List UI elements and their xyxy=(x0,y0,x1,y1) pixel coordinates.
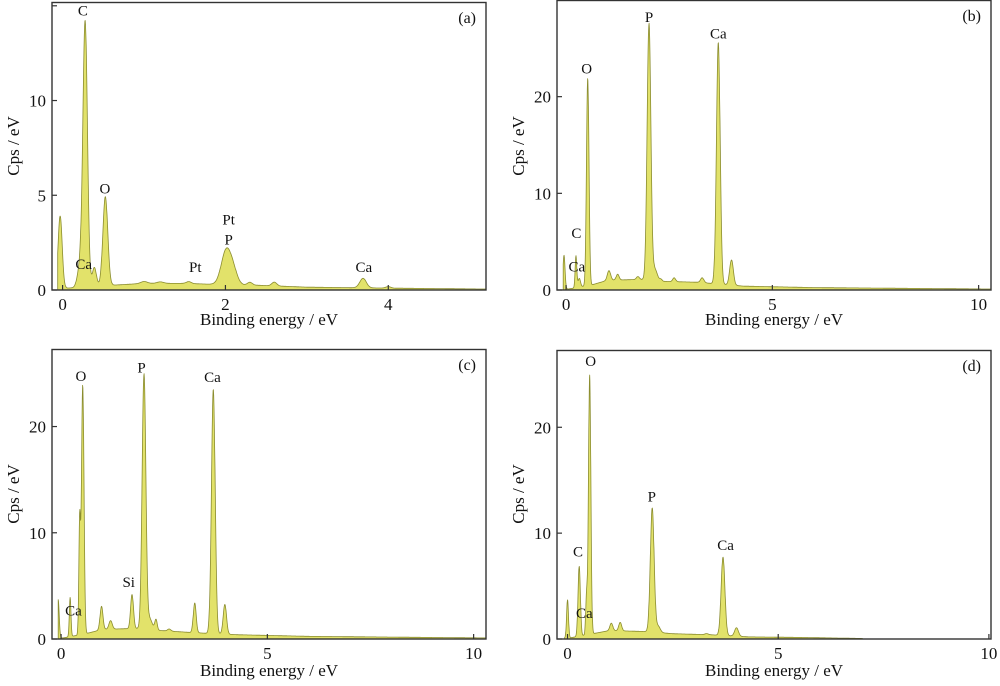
peak-label: Ca xyxy=(65,604,82,620)
peak-label: O xyxy=(581,61,592,77)
x-axis-title: Binding energy / eV xyxy=(200,661,339,680)
y-tick-label: 0 xyxy=(543,281,552,300)
x-tick-label: 0 xyxy=(562,295,571,314)
panel-a: 0 2 4 0 5 10 Binding energy / eV Cps / eV (a) C O C… xyxy=(4,1,487,329)
x-tick-label: 5 xyxy=(774,644,783,663)
spectrum-area xyxy=(562,22,992,291)
y-axis-title: Cps / eV xyxy=(509,116,528,176)
plot-frame xyxy=(556,349,992,640)
peak-label: Ca xyxy=(710,27,727,43)
peak-label: Ca xyxy=(568,260,585,276)
x-axis-title: Binding energy / eV xyxy=(705,661,844,680)
peak-label: C xyxy=(78,3,88,19)
panel-c: 0 5 10 0 10 20 Binding energy / eV Cps / eV (c) O… xyxy=(4,348,487,680)
peak-label: Ca xyxy=(75,257,92,273)
y-tick-label: 20 xyxy=(534,88,551,107)
x-tick-label: 0 xyxy=(563,644,572,663)
peak-label: Si xyxy=(122,575,135,591)
panel-label: (c) xyxy=(458,357,476,374)
peak-label: Ca xyxy=(356,260,373,276)
x-tick-label: 4 xyxy=(384,295,393,314)
peak-label: P xyxy=(648,489,656,505)
panel-label: (a) xyxy=(458,10,476,27)
spectrum-area xyxy=(564,374,863,640)
peak-label: O xyxy=(75,369,86,385)
x-axis-title: Binding energy / eV xyxy=(705,310,844,329)
peak-label: Pt xyxy=(222,213,235,229)
x-tick-label: 5 xyxy=(768,295,777,314)
x-tick-label: 0 xyxy=(57,644,66,663)
panel-b: 0 5 10 0 10 20 Binding energy / eV Cps / eV (b) P… xyxy=(509,0,992,329)
y-axis-title: Cps / eV xyxy=(4,116,23,176)
peak-label: P xyxy=(137,360,145,376)
y-axis-title: Cps / eV xyxy=(4,464,23,524)
plot-frame xyxy=(556,0,992,291)
y-tick-label: 10 xyxy=(534,184,551,203)
y-tick-label: 20 xyxy=(29,418,46,437)
y-axis-title: Cps / eV xyxy=(509,464,528,524)
x-tick-label: 10 xyxy=(970,295,987,314)
panel-label: (b) xyxy=(962,8,981,25)
panel-d: 0 5 10 0 10 20 Binding energy / eV Cps / eV (d) O… xyxy=(509,349,997,680)
peak-label: O xyxy=(585,354,596,370)
peak-label: Ca xyxy=(576,606,593,622)
y-tick-label: 10 xyxy=(29,524,46,543)
y-tick-label: 5 xyxy=(38,186,47,205)
peak-label: Pt xyxy=(189,260,202,276)
peak-label: Ca xyxy=(717,538,734,554)
panel-label: (d) xyxy=(962,358,981,375)
y-tick-label: 10 xyxy=(29,92,46,111)
x-tick-label: 2 xyxy=(221,295,230,314)
y-tick-label: 10 xyxy=(534,524,551,543)
y-tick-label: 0 xyxy=(38,281,47,300)
spectrum-area xyxy=(57,373,487,640)
y-tick-label: 0 xyxy=(543,630,552,649)
peak-label: O xyxy=(100,181,111,197)
x-tick-label: 10 xyxy=(465,644,482,663)
peak-label: C xyxy=(573,544,583,560)
y-tick-label: 20 xyxy=(534,418,551,437)
plot-frame xyxy=(51,1,487,291)
peak-label: C xyxy=(571,226,581,242)
x-tick-label: 0 xyxy=(58,295,67,314)
y-tick-label: 0 xyxy=(38,630,47,649)
plot-frame xyxy=(51,348,487,640)
x-axis-title: Binding energy / eV xyxy=(200,310,339,329)
spectrum-area xyxy=(57,20,487,291)
x-tick-label: 10 xyxy=(980,644,997,663)
x-tick-label: 5 xyxy=(263,644,272,663)
peak-label: P xyxy=(645,10,653,26)
peak-label: P xyxy=(225,233,233,249)
peak-label: Ca xyxy=(204,370,221,386)
